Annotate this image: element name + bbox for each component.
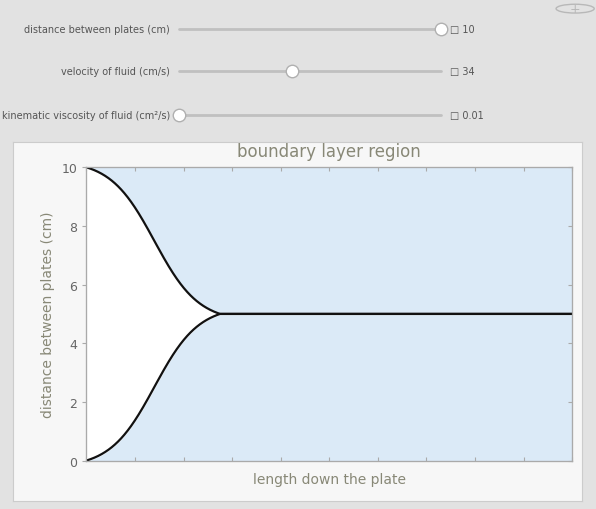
Text: □ 0.01: □ 0.01	[450, 110, 484, 121]
Text: distance between plates (cm): distance between plates (cm)	[24, 25, 170, 35]
Text: □ 34: □ 34	[450, 67, 474, 76]
Y-axis label: distance between plates (cm): distance between plates (cm)	[41, 211, 55, 417]
Title: boundary layer region: boundary layer region	[237, 143, 421, 161]
Text: +: +	[570, 3, 581, 16]
X-axis label: length down the plate: length down the plate	[253, 472, 406, 487]
Text: □ 10: □ 10	[450, 25, 474, 35]
Text: kinematic viscosity of fluid (cm²/s): kinematic viscosity of fluid (cm²/s)	[2, 110, 170, 121]
Text: velocity of fluid (cm/s): velocity of fluid (cm/s)	[61, 67, 170, 76]
